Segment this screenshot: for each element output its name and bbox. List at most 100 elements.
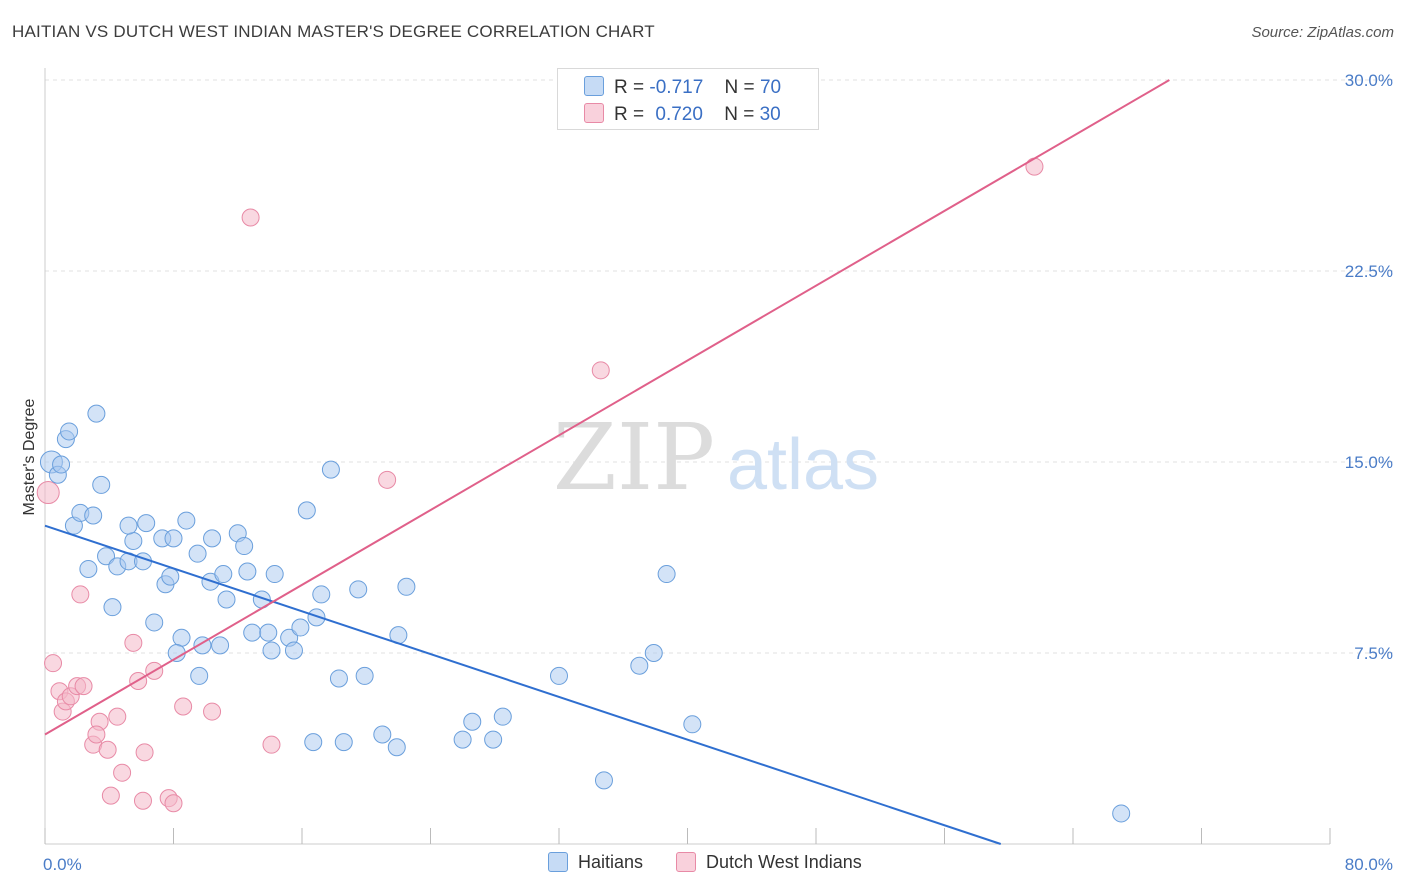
haitian-point — [92, 475, 111, 494]
dutch-point — [36, 481, 60, 505]
dutch-point — [98, 740, 117, 759]
haitian-point — [630, 656, 649, 675]
haitian-point — [493, 707, 512, 726]
dutch-point — [133, 791, 152, 810]
haitian-point — [321, 460, 340, 479]
dutch-point — [108, 707, 127, 726]
dutch-point — [203, 702, 222, 721]
haitian-point — [262, 641, 281, 660]
haitian-point — [304, 733, 323, 752]
haitian-point — [217, 590, 236, 609]
haitian-point — [238, 562, 257, 581]
y-tick-label: 22.5% — [1345, 262, 1393, 281]
haitian-point — [644, 644, 663, 662]
dutch-point — [378, 470, 397, 489]
haitian-point — [164, 529, 183, 548]
haitian-point — [291, 618, 310, 637]
haitian-point — [657, 565, 676, 584]
bottom-legend: Haitians Dutch West Indians — [548, 852, 890, 873]
x-tick-label-min: 0.0% — [43, 855, 82, 874]
haitian-point — [683, 715, 702, 734]
haitian-point — [190, 666, 209, 685]
haitians-trend-line — [44, 524, 1002, 845]
dutch-point — [74, 677, 93, 696]
haitian-point — [119, 516, 138, 535]
watermark: ZIP atlas — [553, 404, 879, 511]
x-tick-labels: 0.0% 80.0% — [43, 855, 1393, 874]
dutch-point — [174, 697, 193, 716]
haitian-point — [87, 404, 106, 423]
haitian-point — [79, 559, 98, 578]
haitian-point — [297, 501, 316, 520]
source-label: Source: ZipAtlas.com — [1251, 24, 1394, 41]
haitian-point — [329, 669, 348, 688]
y-tick-label: 15.0% — [1345, 453, 1393, 472]
y-tick-label: 7.5% — [1354, 644, 1393, 663]
haitian-point — [84, 506, 103, 525]
y-tick-labels: 7.5% 15.0% 22.5% 30.0% — [1345, 71, 1393, 663]
dutch-trend-line — [44, 79, 1170, 736]
watermark-zip: ZIP — [553, 404, 715, 511]
watermark-atlas: atlas — [727, 425, 879, 505]
haitian-point — [161, 567, 180, 586]
r-value: 0.720 — [655, 104, 703, 125]
haitian-point — [103, 598, 122, 617]
n-value: 70 — [759, 77, 782, 98]
legend-item-haitians[interactable]: Haitians — [548, 852, 643, 873]
dutch-legend-swatch — [676, 852, 697, 872]
haitian-point — [550, 666, 568, 685]
legend-label-dutch: Dutch West Indians — [706, 852, 862, 872]
legend-row-haitians: R = -0.717 N = 70 — [584, 76, 781, 98]
haitian-point — [1112, 804, 1131, 823]
haitian-point — [177, 511, 196, 530]
dutch-point — [262, 735, 281, 754]
haitian-point — [307, 608, 326, 627]
dutch-point — [135, 743, 154, 762]
haitian-point — [373, 725, 392, 744]
dutch-point — [241, 208, 260, 227]
haitian-point — [211, 636, 230, 655]
stats-legend: R = -0.717 N = 70 R = 0.720 N = 30 — [557, 68, 819, 130]
dutch-point — [71, 585, 90, 604]
dutch-swatch — [584, 103, 604, 123]
haitian-point — [243, 623, 262, 642]
haitian-point — [203, 529, 222, 548]
n-label: N = — [724, 77, 755, 98]
haitian-point — [259, 623, 278, 642]
n-value: 30 — [759, 104, 781, 125]
haitian-point — [453, 730, 472, 749]
dutch-points — [36, 157, 1044, 813]
haitian-point — [484, 730, 503, 749]
legend-row-dutch: R = 0.720 N = 30 — [584, 103, 781, 125]
chart-title: HAITIAN VS DUTCH WEST INDIAN MASTER'S DE… — [12, 22, 655, 41]
trend-lines — [44, 79, 1170, 845]
haitian-point — [312, 585, 331, 604]
dutch-point — [124, 633, 143, 652]
r-label: R = — [614, 104, 645, 125]
haitian-point — [387, 738, 406, 757]
haitian-point — [188, 544, 207, 563]
dutch-point — [164, 794, 183, 813]
legend-item-dutch[interactable]: Dutch West Indians — [676, 852, 862, 873]
haitian-point — [97, 547, 116, 566]
dutch-point — [101, 786, 120, 805]
haitian-point — [463, 712, 482, 731]
haitian-point — [60, 422, 79, 441]
legend-label-haitians: Haitians — [578, 852, 644, 872]
haitian-point — [172, 628, 191, 647]
dutch-point — [591, 361, 610, 380]
haitian-point — [265, 565, 284, 584]
dutch-point — [44, 654, 63, 673]
dutch-point — [87, 725, 106, 744]
r-value: -0.717 — [649, 77, 704, 98]
haitian-points — [39, 404, 1131, 823]
n-label: N = — [724, 104, 755, 125]
r-label: R = — [614, 77, 645, 98]
dutch-point — [113, 763, 132, 782]
haitian-point — [284, 641, 303, 660]
haitian-point — [334, 733, 353, 752]
y-axis-label: Master's Degree — [21, 398, 38, 515]
x-tick-label-max: 80.0% — [1345, 855, 1393, 874]
haitians-legend-swatch — [548, 852, 568, 872]
